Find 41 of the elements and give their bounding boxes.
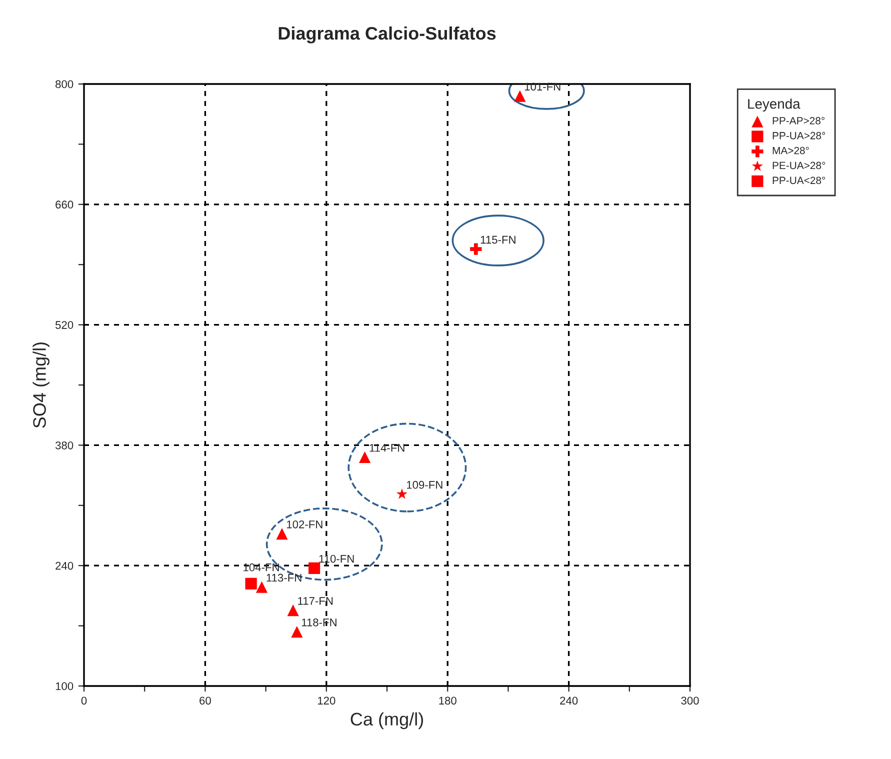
- y-tick-label: 800: [56, 80, 74, 88]
- legend-label: PP-AP>28°: [772, 117, 824, 124]
- annotation: 104-FN: [244, 563, 279, 572]
- legend-title: Leyenda: [748, 98, 800, 112]
- point: [470, 243, 482, 255]
- y-tick-label: 100: [56, 682, 74, 690]
- annotation: 102-FN: [286, 520, 322, 528]
- x-tick-label: 240: [560, 696, 578, 705]
- legend-label: PE-UA>28°: [772, 162, 826, 170]
- point: [396, 488, 408, 499]
- y-tick-label: 380: [55, 441, 74, 450]
- y-tick-label: 520: [55, 321, 74, 329]
- annotation: 101-FN: [524, 82, 560, 91]
- point: [514, 90, 526, 102]
- point: [287, 604, 299, 616]
- x-tick-label: 300: [681, 696, 699, 705]
- point: [358, 451, 371, 464]
- x-axis-title: Ca (mg/l): [350, 712, 423, 730]
- point: [276, 528, 288, 540]
- point: [308, 562, 320, 574]
- legend-label: PP-UA<28°: [772, 176, 826, 184]
- point: [245, 578, 257, 590]
- annotation: 109-FN: [406, 480, 442, 489]
- y-tick-label: 660: [56, 200, 74, 209]
- x-tick-label: 180: [439, 696, 456, 705]
- chart-title: Diagrama Calcio-Sulfatos: [278, 26, 496, 44]
- legend-label: PP-UA>28°: [772, 132, 826, 140]
- annotation: 114-FN: [370, 444, 404, 452]
- annotation: 115-FN: [480, 236, 516, 244]
- y-tick-label: 240: [56, 562, 74, 570]
- annotation: 113-FN: [266, 574, 302, 582]
- y-axis-title: SO4 (mg/l): [32, 342, 50, 428]
- point: [256, 581, 268, 593]
- x-tick-label: 0: [81, 696, 87, 705]
- annotation: 117-FN: [298, 597, 333, 605]
- x-tick-label: 60: [200, 696, 211, 705]
- legend-label: MA>28°: [772, 146, 809, 154]
- point: [291, 626, 303, 638]
- x-tick-label: 120: [318, 696, 336, 705]
- annotation: 118-FN: [302, 618, 336, 626]
- annotation: 110-FN: [319, 554, 354, 563]
